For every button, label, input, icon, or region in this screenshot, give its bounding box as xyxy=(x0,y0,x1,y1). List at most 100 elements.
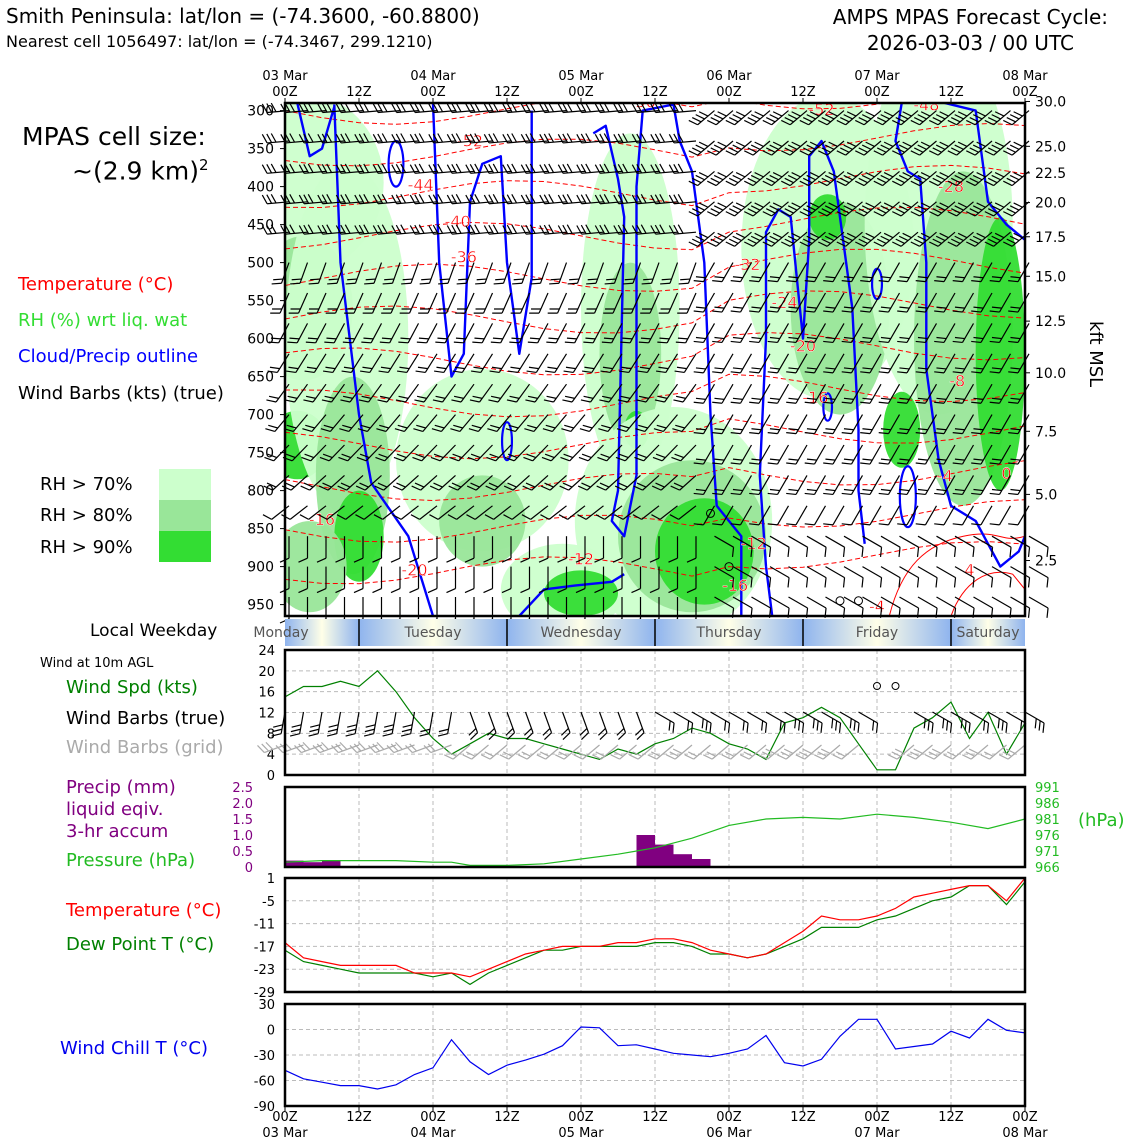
wind-barb-feather xyxy=(391,134,398,144)
wind-barb-staff xyxy=(906,444,919,465)
surface-wind-barb-grid-staff xyxy=(582,744,600,760)
pressure-tick-label: 900 xyxy=(247,560,274,576)
wind-barb-feather xyxy=(984,119,994,126)
wind-barb-staff xyxy=(274,414,290,432)
wind-barb-staff xyxy=(594,292,605,314)
wind-barb xyxy=(579,414,604,433)
wind-barb xyxy=(668,536,679,563)
windchill-tick-label: -30 xyxy=(254,1049,275,1064)
wind-barb-feather xyxy=(806,144,816,150)
wind-barb-feather xyxy=(846,111,857,117)
wind-barb-staff xyxy=(477,414,493,432)
wind-barb-feather xyxy=(910,150,920,156)
wind-barb-feather xyxy=(529,102,536,113)
surface-wind-barb-true-staff xyxy=(428,711,434,734)
wind-barb-feather xyxy=(989,401,1000,404)
wind-barb-feather xyxy=(791,232,801,239)
wind-barb-staff xyxy=(919,140,937,156)
wind-barb-feather xyxy=(413,428,424,433)
wind-barb-feather xyxy=(377,194,384,204)
wind-barb-feather xyxy=(488,224,495,235)
wind-barb-staff xyxy=(850,475,864,495)
wind-barb-feather xyxy=(354,194,361,205)
pressure-tick-label: 850 xyxy=(247,522,274,538)
wind-barb-staff xyxy=(697,231,715,247)
wind-barb-staff xyxy=(571,383,586,403)
wind-barb-feather xyxy=(994,232,1005,239)
isotherm-label: -28 xyxy=(938,177,964,196)
wind-barb-staff xyxy=(420,474,438,491)
precip-tick-label: 2.0 xyxy=(232,797,253,812)
wind-barb xyxy=(382,262,401,285)
bottom-date-label: 04 Mar xyxy=(410,1126,456,1140)
wind-barb-staff xyxy=(863,231,882,247)
surface-wind-barb-grid-feather xyxy=(931,748,942,754)
wind-barb-feather xyxy=(401,282,412,285)
surface-wind-barb-true-feather xyxy=(942,718,945,729)
wind-barb xyxy=(594,536,605,563)
surface-wind-barb-grid-feather xyxy=(888,754,898,760)
wind-barb-feather xyxy=(825,306,836,309)
wind-barb-staff xyxy=(887,444,901,465)
surface-wind-barb-true-staff xyxy=(524,711,534,733)
wind-barb-feather xyxy=(824,235,835,242)
wind-barb-feather xyxy=(917,205,927,211)
wind-barb xyxy=(378,353,401,374)
wind-barb-feather xyxy=(409,557,419,563)
wind-barb-feather xyxy=(381,312,392,314)
wind-barb-feather xyxy=(409,164,416,174)
wind-barb-feather xyxy=(359,482,369,488)
wind-barb-staff xyxy=(1028,566,1049,579)
wind-barb-staff xyxy=(702,292,716,313)
wind-barb xyxy=(910,170,937,187)
wind-barb xyxy=(855,110,882,126)
wind-barb-feather xyxy=(865,202,875,208)
bottom-date-label: 06 Mar xyxy=(706,1126,752,1140)
wind-barb-feather xyxy=(862,367,873,370)
wind-barb-feather xyxy=(631,103,638,113)
wind-barb-staff xyxy=(533,414,549,432)
wind-barb-feather xyxy=(546,395,557,399)
wind-barb xyxy=(952,505,975,526)
wind-barb-feather xyxy=(732,458,743,461)
wind-barb-feather xyxy=(566,133,573,143)
surface-wind-barb-grid-feather xyxy=(928,751,938,757)
wind-barb-feather xyxy=(762,119,772,126)
wind-barb xyxy=(936,566,957,588)
wind-barb xyxy=(409,566,420,594)
wind-barb-staff xyxy=(900,231,919,247)
wind-barb xyxy=(318,505,345,520)
wind-barb-staff xyxy=(788,566,808,579)
surface-wind-barb-grid-staff xyxy=(970,744,989,760)
wind-barb-feather xyxy=(622,163,629,173)
wind-barb xyxy=(1028,566,1049,588)
wind-barb-feather xyxy=(374,485,384,491)
wind-barb-feather xyxy=(802,208,813,214)
wind-barb-staff xyxy=(795,383,808,404)
wind-barb-feather xyxy=(898,144,909,150)
surface-wind-barb-grid-staff xyxy=(412,744,434,754)
wind-barb-feather xyxy=(289,337,300,340)
wind-barb-staff xyxy=(458,444,475,462)
wind-barb-feather xyxy=(504,456,515,462)
wind-barb-feather xyxy=(640,312,651,314)
wind-barb-feather xyxy=(714,458,725,461)
wind-barb xyxy=(934,323,956,344)
surface-wind-barb-true-staff xyxy=(447,711,453,734)
wind-barb-feather xyxy=(338,456,348,462)
surface-wind-barb-grid-feather xyxy=(777,754,787,760)
wind-barb xyxy=(1028,596,1049,618)
wind-barb-staff xyxy=(751,566,771,579)
wind-barb-feather xyxy=(558,514,568,520)
wind-barb-feather xyxy=(547,312,558,314)
wind-barb-feather xyxy=(823,340,834,344)
wind-barb-feather xyxy=(273,278,284,281)
wind-barb-staff xyxy=(937,110,956,126)
wind-barb-feather xyxy=(340,133,347,143)
wind-barb-feather xyxy=(754,202,764,208)
surface-wind-barb-true-feather xyxy=(618,732,626,740)
wind-barb-feather xyxy=(935,114,946,120)
wind-barb-feather xyxy=(713,205,724,211)
wind-barb-feather xyxy=(529,224,536,234)
wind-barb-feather xyxy=(619,424,630,429)
